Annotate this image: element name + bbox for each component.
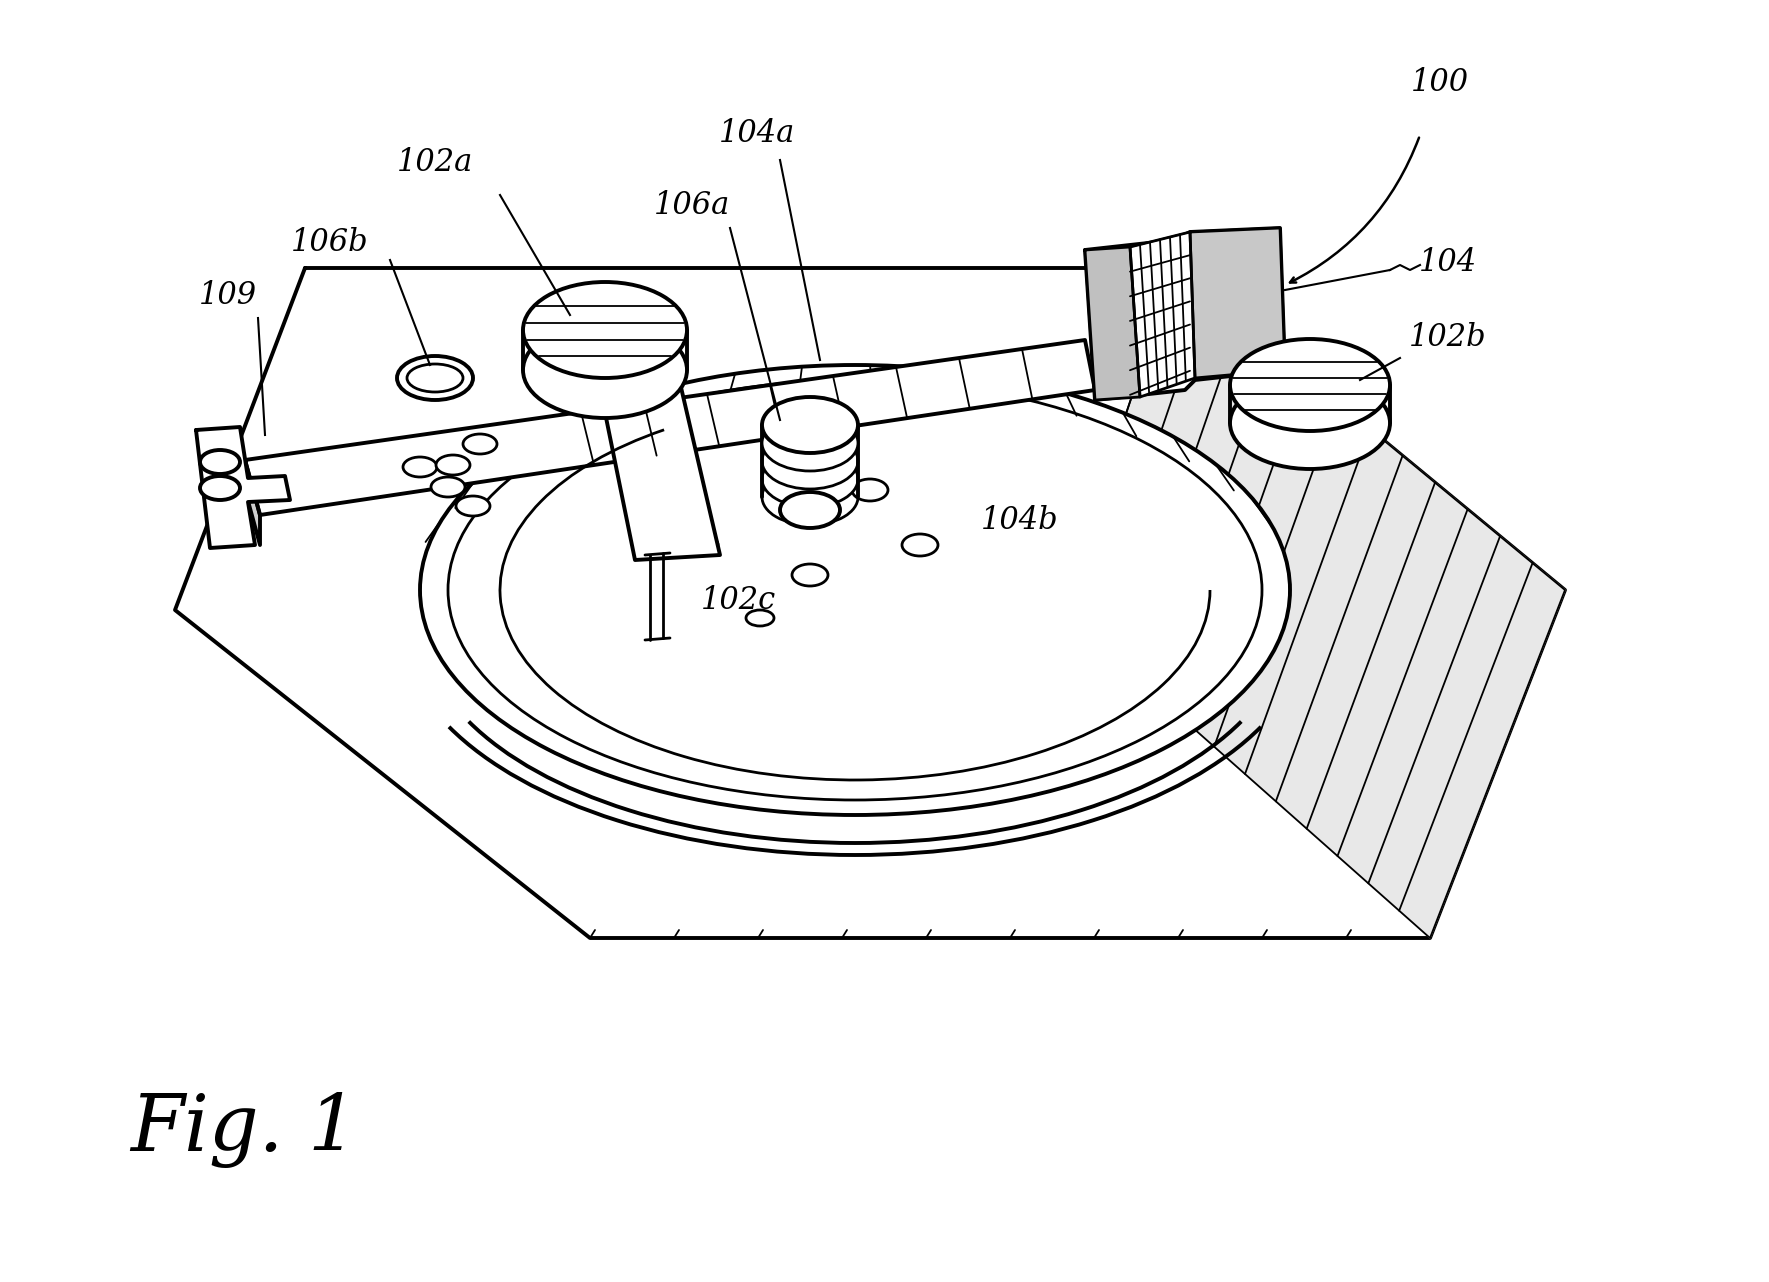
Ellipse shape <box>435 455 471 476</box>
Text: Fig. 1: Fig. 1 <box>129 1092 357 1168</box>
Ellipse shape <box>200 476 241 500</box>
Polygon shape <box>1060 268 1566 938</box>
Text: 104: 104 <box>1419 246 1477 277</box>
Ellipse shape <box>762 397 858 453</box>
Text: 102c: 102c <box>701 585 775 615</box>
Text: 102b: 102b <box>1410 322 1486 353</box>
Ellipse shape <box>762 415 858 470</box>
Text: 104b: 104b <box>982 505 1060 536</box>
Ellipse shape <box>793 564 828 586</box>
Ellipse shape <box>524 322 686 418</box>
Ellipse shape <box>683 535 718 556</box>
Ellipse shape <box>456 496 490 515</box>
Ellipse shape <box>396 356 472 400</box>
Ellipse shape <box>432 477 465 497</box>
Text: 104a: 104a <box>718 118 794 149</box>
Polygon shape <box>244 340 1095 515</box>
Ellipse shape <box>1229 377 1390 469</box>
Ellipse shape <box>200 450 241 474</box>
Ellipse shape <box>419 365 1290 815</box>
Ellipse shape <box>762 451 858 506</box>
Text: 102a: 102a <box>396 146 472 177</box>
Ellipse shape <box>448 379 1261 800</box>
Ellipse shape <box>853 479 888 501</box>
Polygon shape <box>196 427 290 547</box>
Text: 106b: 106b <box>292 227 368 258</box>
Ellipse shape <box>762 469 858 526</box>
Text: 109: 109 <box>198 279 257 310</box>
Text: 106a: 106a <box>655 190 731 221</box>
Polygon shape <box>600 383 720 560</box>
Ellipse shape <box>463 435 497 454</box>
Polygon shape <box>1191 228 1284 378</box>
Ellipse shape <box>747 610 775 626</box>
Ellipse shape <box>524 282 686 378</box>
Polygon shape <box>244 460 260 545</box>
Ellipse shape <box>403 456 437 477</box>
Ellipse shape <box>762 433 858 488</box>
Ellipse shape <box>780 492 840 528</box>
Ellipse shape <box>902 535 938 556</box>
Polygon shape <box>1130 232 1196 397</box>
Ellipse shape <box>407 364 463 392</box>
Polygon shape <box>175 268 1566 938</box>
Text: 100: 100 <box>1412 67 1468 97</box>
Polygon shape <box>1084 228 1284 400</box>
Ellipse shape <box>1229 338 1390 431</box>
Polygon shape <box>1084 247 1139 400</box>
